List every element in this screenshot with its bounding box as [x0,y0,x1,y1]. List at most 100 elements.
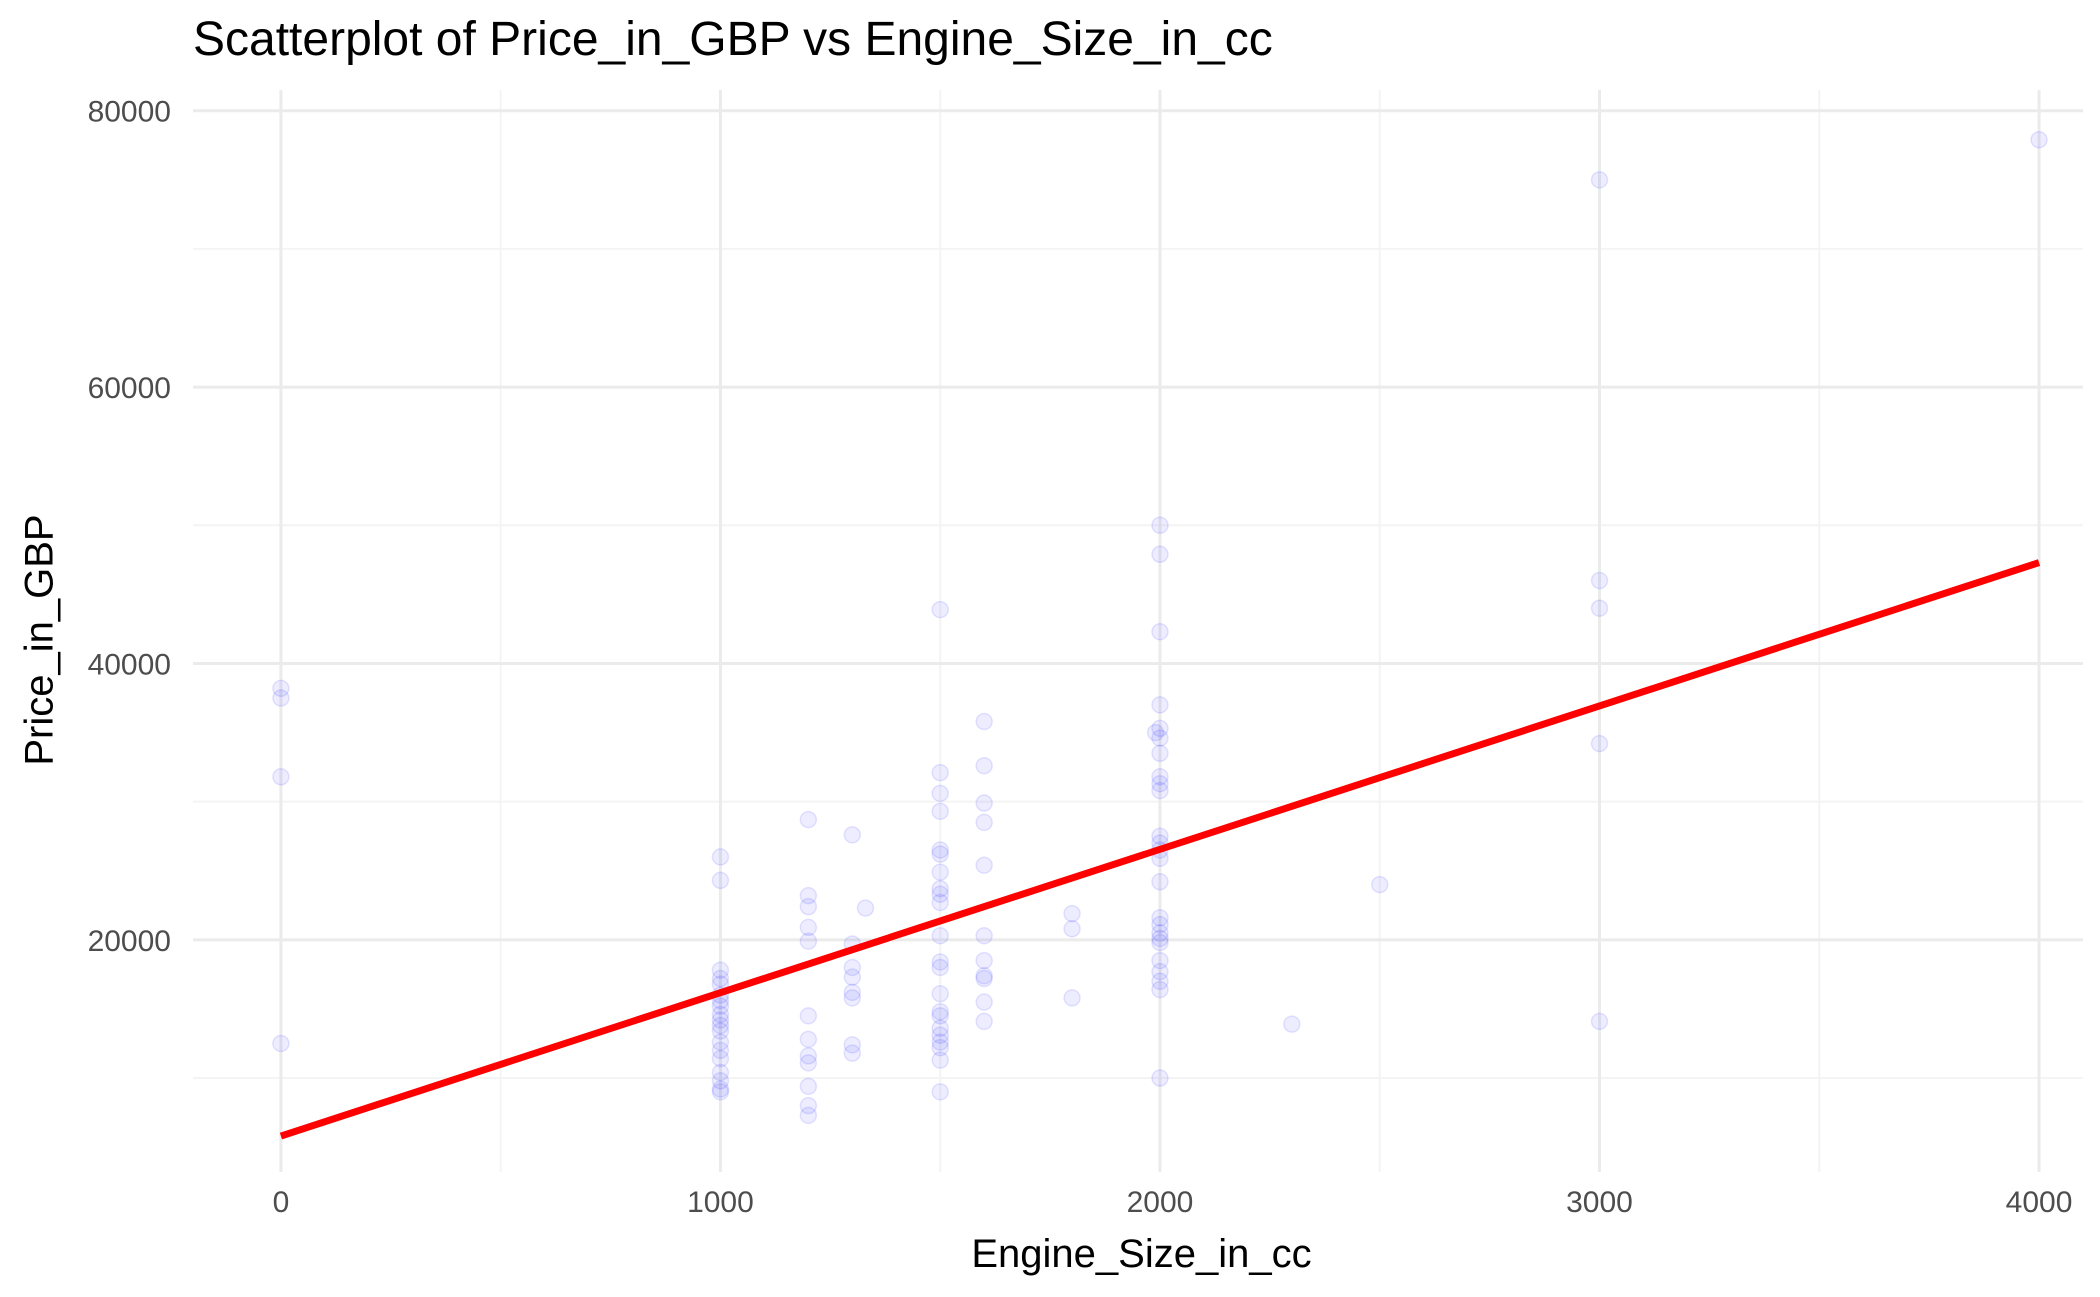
data-point [711,997,730,1015]
data-point [931,1019,949,1038]
data-point [975,926,993,945]
y-tick-label: 40000 [88,648,171,681]
data-point [1063,989,1081,1007]
data-point [1151,744,1169,763]
data-point [931,1083,949,1101]
data-point [1151,516,1169,535]
data-point [843,1044,862,1062]
data-point [1151,768,1169,786]
data-point [931,984,949,1003]
data-point [843,983,862,1002]
data-point [1151,980,1169,999]
data-point [931,763,949,782]
data-point [799,1047,818,1065]
x-tick-label: 4000 [2006,1186,2073,1219]
y-tick-label: 80000 [88,96,171,129]
data-point [931,1026,949,1044]
data-point [843,989,862,1007]
x-tick-label: 2000 [1127,1186,1194,1219]
data-point [799,1077,818,1096]
data-point [711,1005,730,1024]
data-point [1151,827,1169,845]
data-point [711,1083,730,1101]
data-point [843,1036,862,1054]
data-point [711,1049,730,1068]
data-point [272,689,290,707]
data-point [843,968,862,986]
data-point [1151,781,1169,800]
data-point [1151,908,1169,927]
data-point [1151,962,1169,981]
data-point [799,932,818,950]
minor-gridlines [193,90,2083,1172]
data-point [799,918,818,937]
data-point [931,958,949,977]
data-point [931,1002,949,1021]
x-tick-label: 0 [273,1186,290,1219]
major-gridlines [193,90,2083,1172]
data-point [1151,924,1169,942]
data-point [799,810,818,829]
data-points [272,130,2048,1125]
trend-line [279,559,2041,1140]
data-point [931,845,949,863]
x-axis-ticks: 0 1000 2000 3000 4000 [273,1186,2073,1219]
data-point [975,794,993,812]
data-point [1151,545,1169,564]
x-tick-label: 3000 [1566,1186,1633,1219]
data-point [272,768,290,786]
data-point [931,784,949,803]
data-point [931,879,949,898]
data-point [711,1033,730,1051]
data-point [843,826,862,844]
data-point [931,885,949,903]
data-point [711,961,730,979]
data-point [1151,873,1169,891]
data-point [272,1034,290,1053]
data-point [1151,729,1169,747]
data-point [1590,734,1609,753]
data-point [1151,1069,1169,1087]
data-point [711,848,730,866]
data-point [799,1054,818,1072]
data-point [856,899,875,917]
y-axis-title: Price_in_GBP [17,514,62,766]
data-point [975,951,993,970]
data-point [931,1007,949,1025]
data-point [1590,571,1609,590]
data-point [1151,951,1169,970]
data-point [931,863,949,881]
data-point [1370,875,1389,894]
data-point [799,1106,818,1125]
data-point [975,1012,993,1031]
data-point [1151,622,1169,641]
data-point [1151,972,1169,991]
data-point [1151,933,1169,952]
trend-line-group [279,559,2041,1140]
data-point [799,1096,818,1115]
data-point [975,967,993,985]
data-point [1590,1012,1609,1031]
data-point [711,1011,730,1029]
data-point [975,969,993,988]
data-point [1151,929,1169,948]
data-point [799,1030,818,1049]
data-point [711,871,730,890]
data-point [975,712,993,731]
data-point [931,1033,949,1051]
data-point [1151,696,1169,714]
data-point [931,953,949,971]
data-point [711,1016,730,1035]
data-point [931,841,949,859]
data-point [931,802,949,821]
data-point [272,679,290,698]
data-point [1063,920,1081,938]
data-point [711,1072,730,1090]
data-point [2030,130,2048,149]
data-point [711,1041,730,1060]
data-point [1063,904,1081,923]
data-point [1151,915,1169,934]
data-point [931,893,949,912]
y-axis-ticks: 20000 40000 60000 80000 [88,96,171,958]
